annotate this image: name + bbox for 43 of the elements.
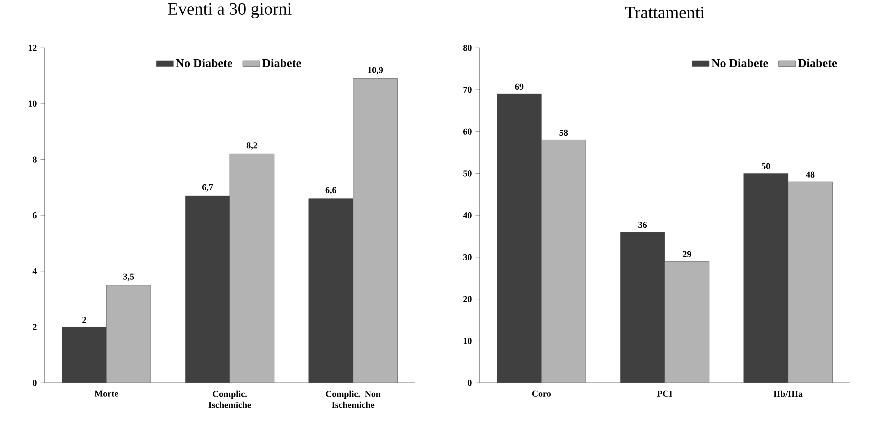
- legend-label: Diabete: [798, 58, 838, 68]
- y-tick-label: 40: [463, 212, 472, 219]
- y-tick-label: 70: [464, 86, 472, 93]
- data-label: 6,7: [202, 184, 214, 192]
- bar: [185, 196, 230, 384]
- y-tick-label: 0: [468, 380, 472, 386]
- data-label: 6,6: [326, 187, 336, 195]
- chart-title: Eventi a 30 giorni: [168, 3, 292, 19]
- y-tick-label: 4: [32, 268, 38, 274]
- data-label: 58: [560, 130, 568, 136]
- chart-title: Trattamenti: [625, 6, 705, 19]
- data-label: 2: [82, 317, 86, 324]
- y-tick-label: 2: [33, 324, 37, 330]
- x-tick-label: IIb/IIIa: [774, 390, 803, 398]
- x-tick-label: Coro: [532, 390, 551, 397]
- y-tick-label: 80: [464, 45, 472, 52]
- data-label: 69: [515, 84, 524, 90]
- y-tick-label: 12: [28, 45, 37, 52]
- legend-label: No Diabete: [176, 58, 233, 68]
- y-tick-label: 30: [464, 254, 472, 260]
- x-tick-label: Morte: [94, 390, 118, 397]
- x-tick-label: Complic. Ischemiche: [208, 390, 252, 408]
- y-tick-label: 8: [33, 156, 37, 163]
- y-tick-label: 10: [28, 100, 37, 107]
- legend-label: Diabete: [262, 58, 302, 68]
- x-tick-label: PCI: [657, 390, 672, 397]
- data-label: 29: [683, 251, 692, 258]
- data-label: 10,9: [368, 67, 384, 75]
- data-label: 36: [638, 222, 648, 228]
- y-tick-label: 60: [464, 128, 472, 135]
- data-label: 48: [806, 172, 815, 178]
- x-tick-label: Complic. Non Ischemiche: [326, 390, 381, 408]
- data-label: 8,2: [246, 142, 258, 150]
- y-tick-label: 50: [464, 170, 472, 177]
- y-tick-label: 0: [33, 380, 37, 386]
- legend-label: No Diabete: [712, 58, 768, 68]
- y-tick-label: 6: [33, 212, 37, 219]
- y-tick-label: 10: [464, 338, 472, 344]
- bar: [62, 327, 107, 384]
- data-label: 50: [762, 163, 770, 170]
- data-label: 3,5: [124, 274, 134, 282]
- y-tick-label: 20: [464, 296, 472, 302]
- bar: [308, 198, 354, 384]
